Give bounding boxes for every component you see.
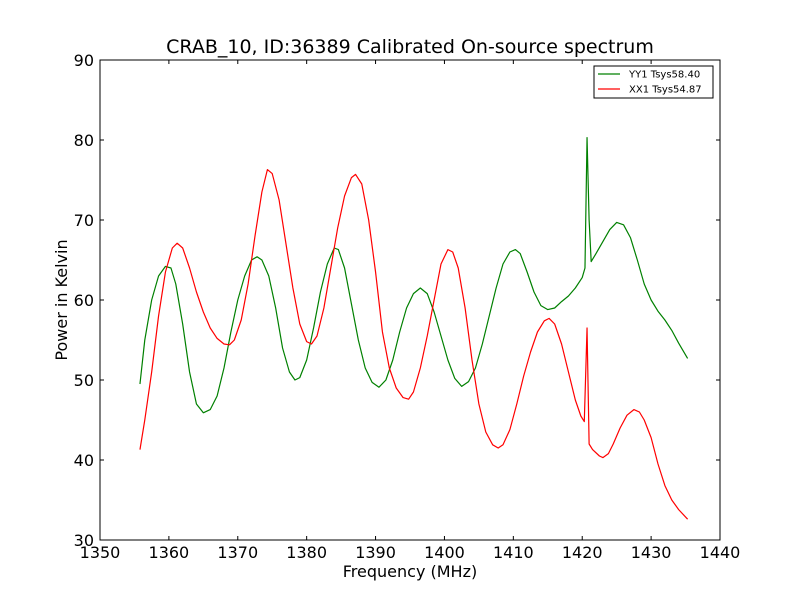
x-tick-label: 1360 (149, 543, 190, 562)
y-tick-label: 70 (74, 211, 94, 230)
x-tick-label: 1350 (80, 543, 121, 562)
y-axis-title: Power in Kelvin (52, 239, 71, 360)
series-layer (139, 137, 689, 520)
x-tick-label: 1410 (493, 543, 534, 562)
x-axis-title: Frequency (MHz) (343, 562, 477, 581)
y-tick-label: 90 (74, 51, 94, 70)
series-line-1 (139, 169, 689, 520)
x-tick-label: 1370 (217, 543, 258, 562)
x-tick-label: 1390 (355, 543, 396, 562)
x-tick-label: 1440 (700, 543, 741, 562)
x-tick-label: 1420 (562, 543, 603, 562)
y-tick-label: 50 (74, 371, 94, 390)
chart-legend: YY1 Tsys58.40 XX1 Tsys54.87 (593, 65, 714, 99)
y-tick-label: 40 (74, 451, 94, 470)
x-tick-label: 1400 (424, 543, 465, 562)
x-tick-label: 1430 (631, 543, 672, 562)
y-tick-label: 60 (74, 291, 94, 310)
chart-title: CRAB_10, ID:36389 Calibrated On-source s… (166, 36, 654, 58)
x-tick-label: 1380 (286, 543, 327, 562)
legend-box (593, 65, 714, 99)
legend-label: YY1 Tsys58.40 (628, 70, 700, 81)
series-line-0 (139, 137, 689, 414)
y-tick-label: 30 (74, 531, 94, 550)
y-tick-label: 80 (74, 131, 94, 150)
axis-ticks: 1350 1360 1370 1380 1390 1400 1410 1420 1430 1440… (74, 51, 741, 562)
legend-label: XX1 Tsys54.87 (629, 85, 702, 96)
